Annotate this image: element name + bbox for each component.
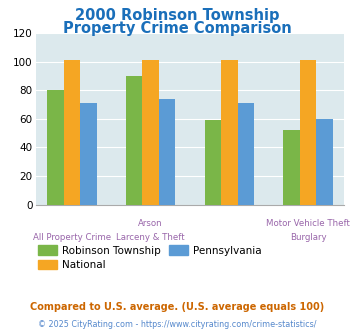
Text: 2000 Robinson Township: 2000 Robinson Township	[75, 8, 280, 23]
Bar	[126, 76, 142, 205]
Bar	[80, 103, 97, 205]
Bar	[300, 60, 316, 205]
Text: Compared to U.S. average. (U.S. average equals 100): Compared to U.S. average. (U.S. average …	[31, 302, 324, 312]
Bar	[204, 120, 221, 205]
Text: Property Crime Comparison: Property Crime Comparison	[63, 21, 292, 36]
Bar	[221, 60, 237, 205]
Bar	[283, 130, 300, 205]
Bar	[316, 119, 333, 205]
Bar	[142, 60, 159, 205]
Text: All Property Crime: All Property Crime	[33, 233, 111, 242]
Legend: Robinson Township, National, Pennsylvania: Robinson Township, National, Pennsylvani…	[34, 241, 266, 274]
Bar	[47, 90, 64, 205]
Bar	[237, 103, 254, 205]
Bar	[64, 60, 80, 205]
Text: © 2025 CityRating.com - https://www.cityrating.com/crime-statistics/: © 2025 CityRating.com - https://www.city…	[38, 320, 317, 329]
Text: Motor Vehicle Theft: Motor Vehicle Theft	[266, 219, 350, 228]
Text: Burglary: Burglary	[290, 233, 326, 242]
Text: Larceny & Theft: Larceny & Theft	[116, 233, 185, 242]
Text: Arson: Arson	[138, 219, 163, 228]
Bar	[159, 99, 175, 205]
